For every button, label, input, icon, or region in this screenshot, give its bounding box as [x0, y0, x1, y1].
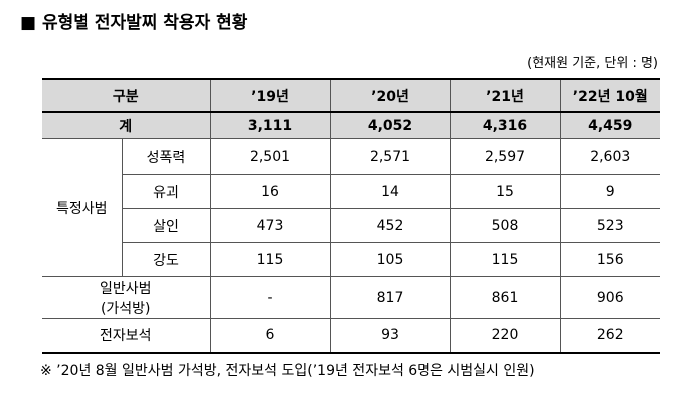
cell: 523	[559, 208, 660, 243]
cell: 2,571	[329, 138, 451, 175]
cell: 4,052	[329, 111, 451, 139]
table-row: 유괴 16 14 15 9	[42, 174, 660, 209]
cell: 4,459	[559, 111, 660, 139]
label-line: 일반사범	[99, 280, 152, 297]
row-label: 성폭력	[121, 138, 211, 175]
cell: 115	[449, 242, 561, 277]
cell: 473	[209, 208, 331, 243]
cell: 115	[209, 242, 331, 277]
group-label: 특정사범	[42, 138, 123, 277]
row-label: 전자보석	[42, 318, 211, 354]
cell: 93	[329, 318, 451, 354]
cell: 3,111	[209, 111, 331, 139]
cell: 156	[559, 242, 660, 277]
cell: 16	[209, 174, 331, 209]
table-row: 구분 ’19년 ’20년 ’21년 ’22년 10월	[42, 78, 660, 113]
cell: 262	[559, 318, 660, 354]
row-label: 일반사범 (가석방)	[42, 276, 211, 319]
label-line: (가석방)	[100, 300, 151, 317]
label-line: 전자보석	[99, 328, 152, 345]
cell: 105	[329, 242, 451, 277]
row-label: 유괴	[122, 174, 211, 209]
title: ■ 유형별 전자발찌 착용자 현황	[20, 13, 248, 33]
cell: 2,597	[449, 138, 561, 175]
table-row: 전자보석 6 93 220 262	[42, 318, 660, 354]
table-row: 살인 473 452 508 523	[42, 208, 660, 243]
cell: 220	[449, 318, 561, 354]
table: 구분 ’19년 ’20년 ’21년 ’22년 10월 계 3,111 4,052 4,316 4,…	[42, 78, 660, 354]
table-row: 계 3,111 4,052 4,316 4,459	[42, 111, 660, 139]
header-cell: ’19년	[209, 78, 331, 113]
cell: 2,501	[209, 138, 331, 175]
table-row: 일반사범 (가석방) -817 861 906	[42, 276, 660, 319]
cell: 4,316	[449, 111, 561, 139]
cell: 452	[329, 208, 451, 243]
footnote: ※ ’20년 8월 일반사범 가석방, 전자보석 도입(’19년 전자보석 6명…	[40, 363, 535, 379]
table-row: 특정사범 성폭력 2,501 2,571 2,597 2,603	[42, 138, 660, 277]
cell: 6	[209, 318, 331, 354]
cell: 9	[559, 174, 660, 209]
header-cell: ’22년 10월	[559, 78, 660, 113]
table-body: 구분 ’19년 ’20년 ’21년 ’22년 10월 계 3,111 4,052 4,316 4,…	[42, 78, 660, 354]
row-label: 계	[42, 111, 211, 139]
header-cell: ’21년	[449, 78, 561, 113]
row-label: 강도	[122, 242, 211, 277]
unit-note: (현재원 기준, 단위 : 명)	[527, 56, 658, 71]
cell: -	[209, 276, 331, 319]
cell: 508	[449, 208, 561, 243]
cell: 906	[559, 276, 660, 319]
cell: 15	[449, 174, 561, 209]
header-cell: ’20년	[329, 78, 451, 113]
row-label: 살인	[122, 208, 211, 243]
cell: 2,603	[559, 138, 660, 175]
header-cell: 구분	[42, 78, 211, 113]
cell: 817	[329, 276, 451, 319]
cell: 14	[329, 174, 451, 209]
cell: 861	[449, 276, 561, 319]
table-row: 강도 115 105 115 156	[42, 242, 660, 277]
